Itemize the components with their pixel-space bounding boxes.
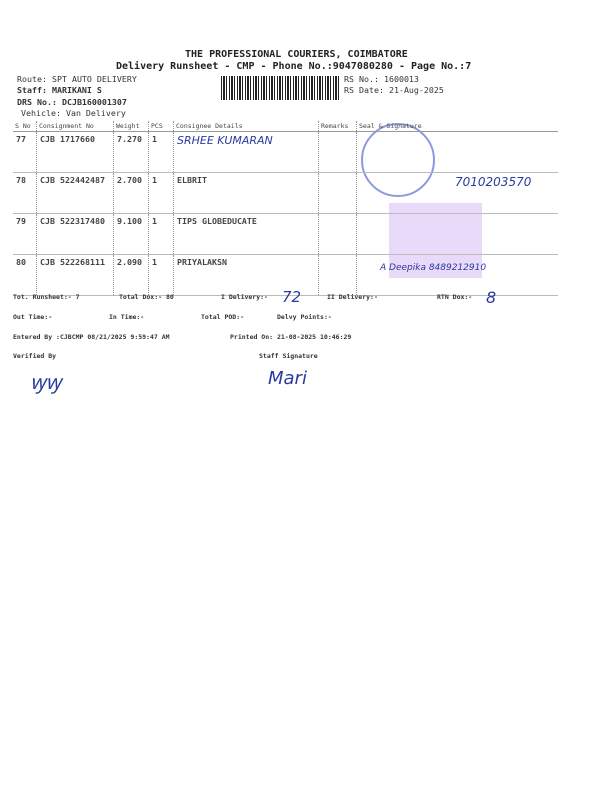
handwritten-consignee: SRHEE KUMARAN [177, 134, 273, 147]
cell-consignee: SRHEE KUMARAN [173, 131, 319, 173]
out-time: Out Time:- [13, 313, 53, 321]
i-delivery-hand: 72 [282, 288, 302, 306]
cell-remarks [318, 172, 357, 214]
verified-signature: ꝡꝡ [30, 370, 62, 394]
vehicle: Vehicle: Van Delivery [21, 108, 126, 118]
cell-seal: A Deepika 8489212910 [356, 254, 558, 296]
entered-by: Entered By :CJBCMP 08/21/2025 9:59:47 AM [13, 333, 170, 341]
cell-pcs: 1 [148, 254, 174, 296]
cell-consignee: ELBRIT [173, 172, 319, 214]
rs-date: RS Date: 21-Aug-2025 [344, 85, 444, 95]
cell-remarks [318, 254, 357, 296]
col-pcs: PCS [148, 121, 174, 132]
col-remarks: Remarks [318, 121, 357, 132]
verified-by: Verified By [13, 352, 57, 360]
cell-sno: 78 [13, 172, 37, 214]
col-consignment: Consignment No [36, 121, 114, 132]
barcode [221, 76, 341, 100]
rtn-dox-hand: 8 [486, 288, 497, 307]
table-header: S No Consignment No Weight PCS Consignee… [13, 121, 558, 132]
i-delivery: I Delivery:- [221, 293, 268, 301]
staff-signature-hand: Mari [268, 368, 307, 389]
runsheet-table: S No Consignment No Weight PCS Consignee… [13, 121, 558, 296]
rtn-dox: RTN Dox:- [437, 293, 473, 301]
runsheet-subtitle: Delivery Runsheet - CMP - Phone No.:9047… [116, 61, 472, 72]
cell-seal: 7010203570 [356, 172, 558, 214]
cell-consignment: CJB 522442487 [36, 172, 114, 214]
cell-remarks [318, 131, 357, 173]
cell-sno: 77 [13, 131, 37, 173]
total-dox: Total Dox:- 80 [119, 293, 174, 301]
delvy-points: Delvy Points:- [277, 313, 332, 321]
printed-on: Printed On: 21-08-2025 10:46:29 [230, 333, 352, 341]
cell-sno: 80 [13, 254, 37, 296]
handwritten-phone: 7010203570 [455, 175, 532, 189]
cell-pcs: 1 [148, 213, 174, 255]
route: Route: SPT AUTO DELIVERY [17, 74, 137, 84]
cell-consignee: TIPS GLOBEDUCATE [173, 213, 319, 255]
ii-delivery: II Delivery:- [327, 293, 378, 301]
company-title: THE PROFESSIONAL COURIERS, COIMBATORE [185, 49, 408, 60]
rs-no: RS No.: 1600013 [344, 74, 419, 84]
cell-remarks [318, 213, 357, 255]
tot-runsheet: Tot. Runsheet:- 7 [13, 293, 80, 301]
col-seal: Seal & Signature [356, 121, 558, 132]
staff: Staff: MARIKANI S [17, 85, 102, 95]
cell-seal [356, 131, 558, 173]
staff-signature-label: Staff Signature [259, 352, 318, 360]
cell-weight: 9.100 [113, 213, 149, 255]
cell-weight: 2.090 [113, 254, 149, 296]
cell-weight: 7.270 [113, 131, 149, 173]
handwritten-recipient: A Deepika 8489212910 [380, 263, 487, 273]
col-sno: S No [13, 121, 37, 132]
cell-consignee: PRIYALAKSN [173, 254, 319, 296]
total-pod: Total POD:- [201, 313, 245, 321]
table-row: 78 CJB 522442487 2.700 1 ELBRIT 70102035… [13, 172, 558, 214]
cell-sno: 79 [13, 213, 37, 255]
table-row: 79 CJB 522317480 9.100 1 TIPS GLOBEDUCAT… [13, 213, 558, 255]
cell-consignment: CJB 1717660 [36, 131, 114, 173]
cell-seal [356, 213, 558, 255]
col-weight: Weight [113, 121, 149, 132]
cell-pcs: 1 [148, 172, 174, 214]
col-consignee: Consignee Details [173, 121, 319, 132]
cell-consignment: CJB 522268111 [36, 254, 114, 296]
drs-no: DRS No.: DCJB160001307 [17, 97, 127, 107]
cell-pcs: 1 [148, 131, 174, 173]
table-row: 80 CJB 522268111 2.090 1 PRIYALAKSN A De… [13, 254, 558, 296]
table-row: 77 CJB 1717660 7.270 1 SRHEE KUMARAN [13, 131, 558, 173]
cell-consignment: CJB 522317480 [36, 213, 114, 255]
cell-weight: 2.700 [113, 172, 149, 214]
in-time: In Time:- [109, 313, 145, 321]
